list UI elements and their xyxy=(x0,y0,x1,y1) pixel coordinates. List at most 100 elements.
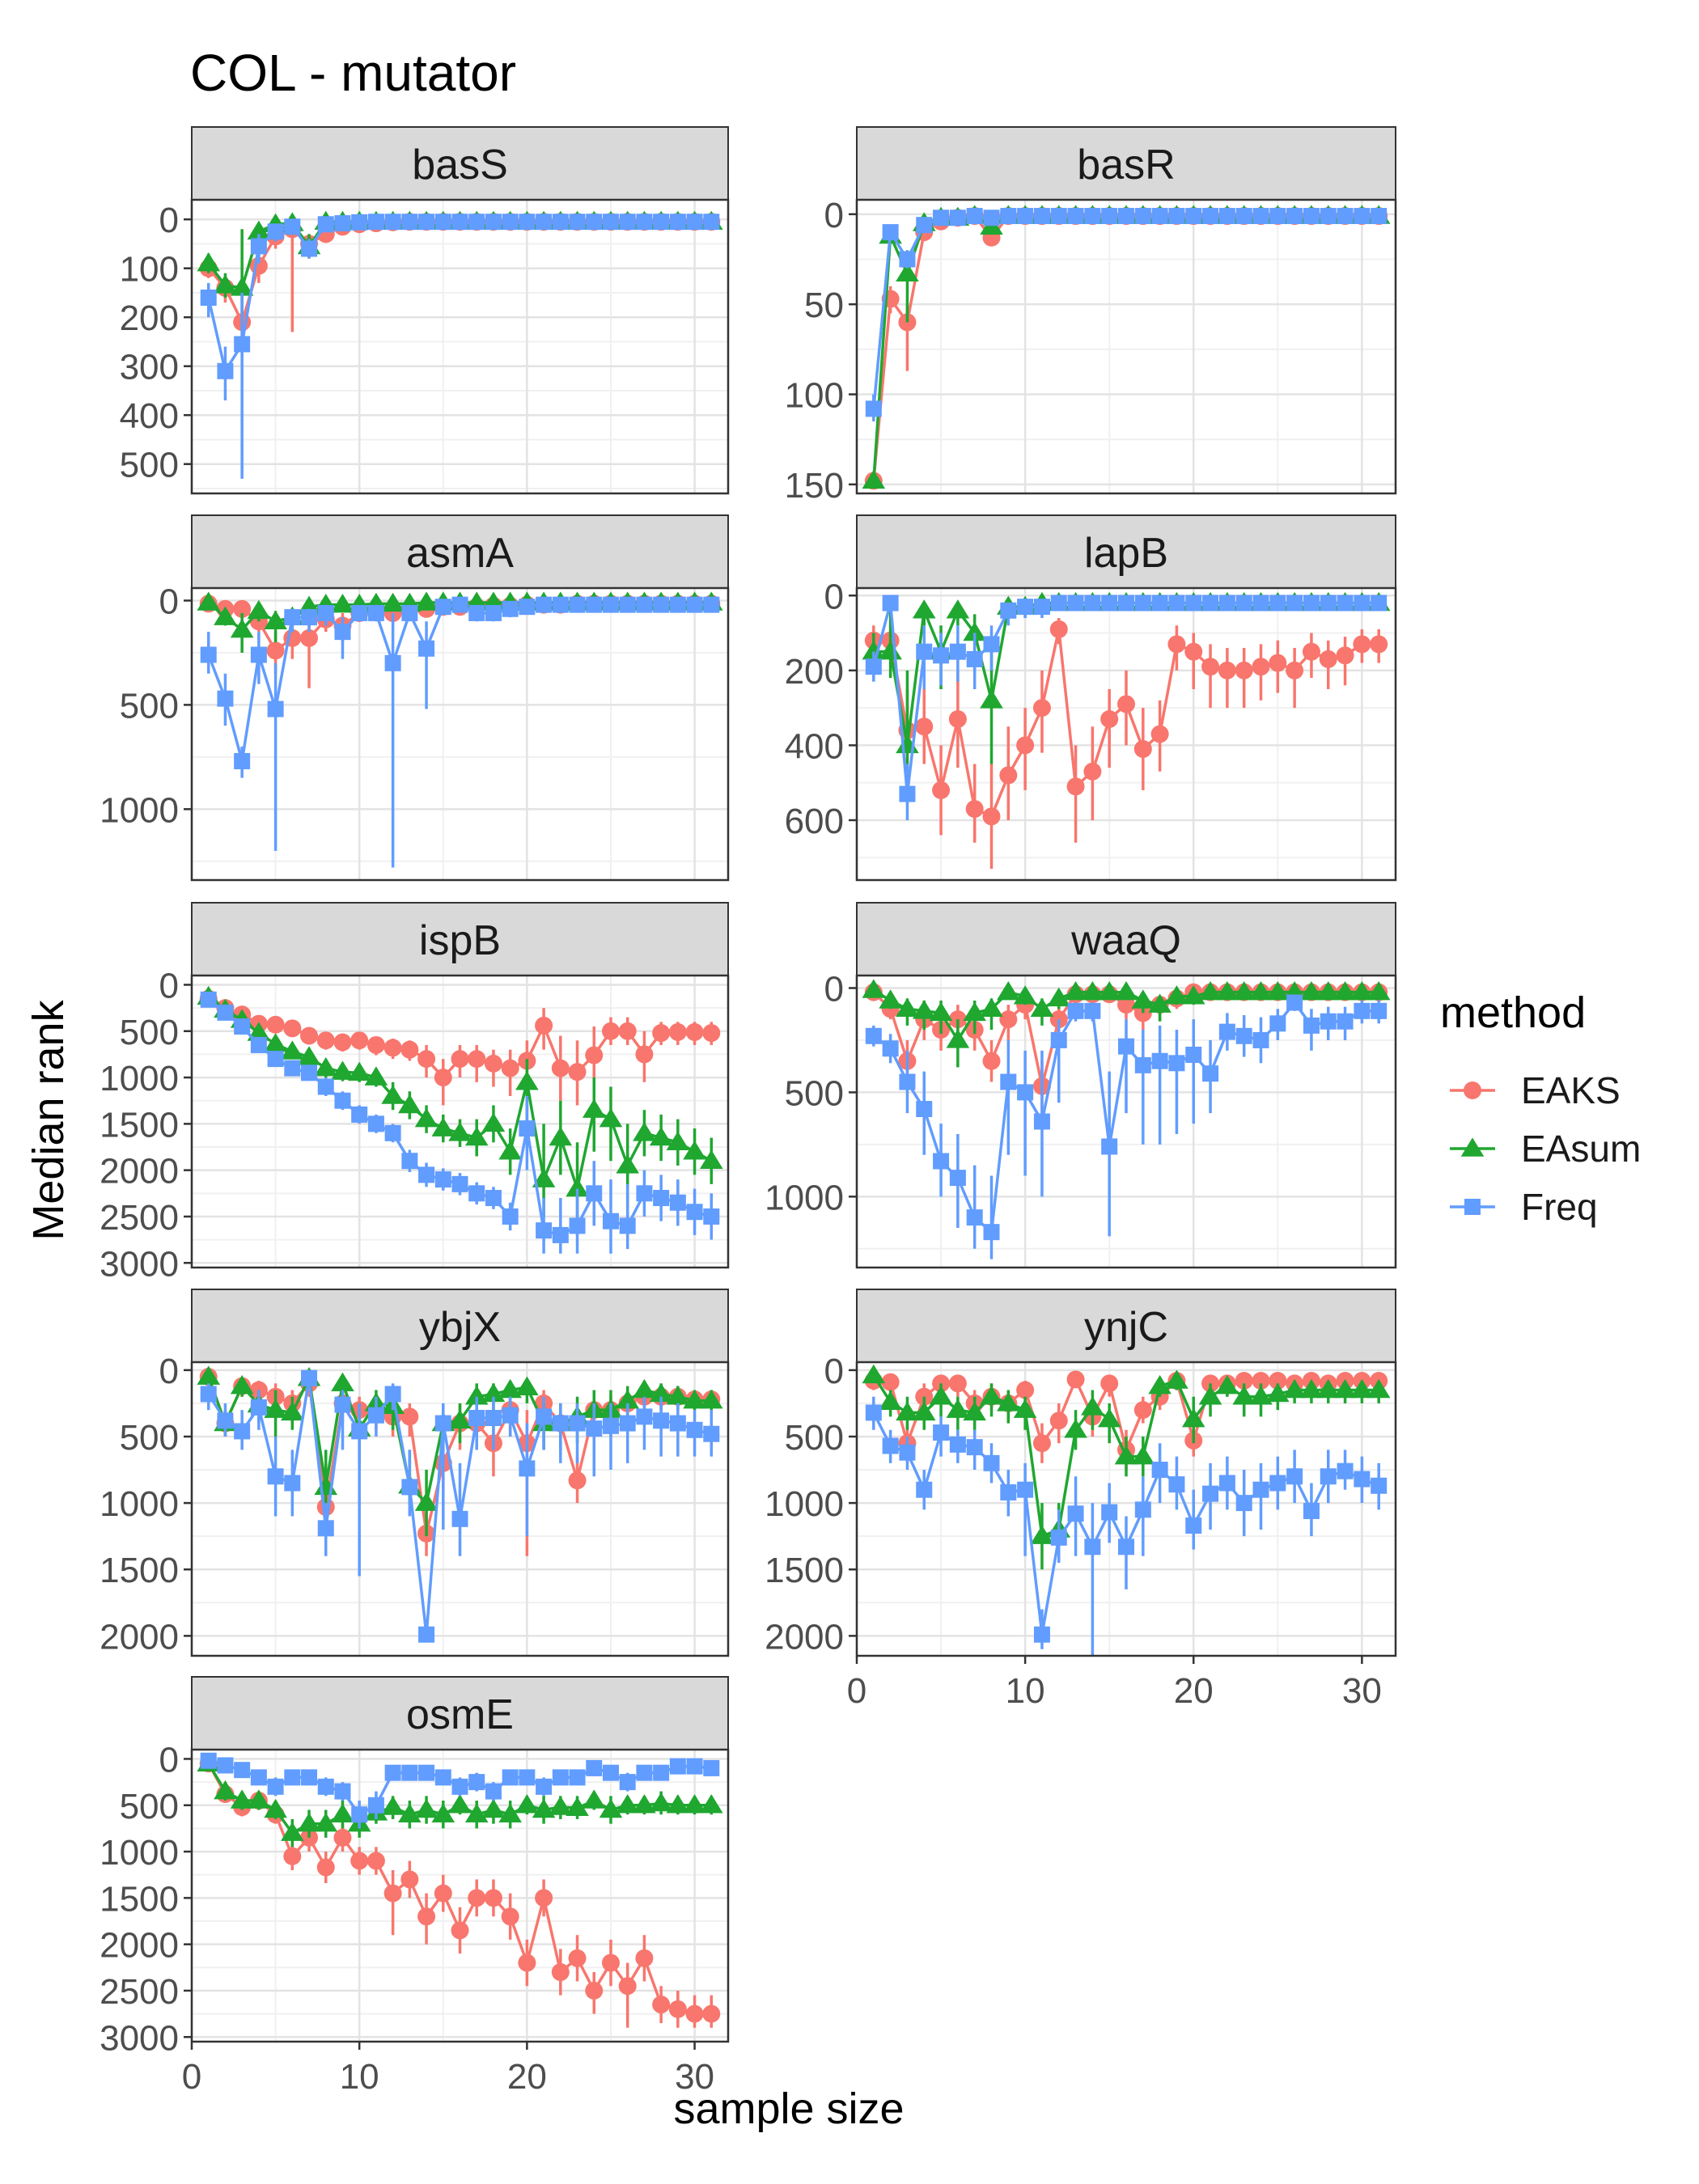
data-point xyxy=(582,1098,606,1118)
data-point xyxy=(932,781,951,799)
data-point xyxy=(636,214,653,231)
data-point xyxy=(468,1409,485,1426)
data-point xyxy=(381,1796,405,1815)
data-point xyxy=(1064,980,1087,1001)
data-point xyxy=(230,1789,254,1809)
data-point xyxy=(264,1399,287,1418)
data-point xyxy=(317,216,334,233)
data-point xyxy=(602,1213,619,1230)
data-point xyxy=(552,1415,569,1432)
data-point xyxy=(1232,1386,1256,1405)
data-point xyxy=(448,1794,472,1814)
data-point xyxy=(234,753,251,770)
data-point xyxy=(234,1762,251,1779)
data-point xyxy=(1235,1371,1253,1390)
data-point xyxy=(552,214,569,231)
data-point xyxy=(367,1797,384,1814)
data-point xyxy=(1100,1374,1119,1393)
data-point xyxy=(916,217,933,234)
data-point xyxy=(1320,595,1337,612)
data-point xyxy=(916,1481,933,1498)
data-point xyxy=(464,1386,489,1405)
data-point xyxy=(1185,1517,1202,1534)
strip-label-ynjC: ynjC xyxy=(1084,1304,1168,1351)
data-point xyxy=(879,1390,902,1411)
data-point xyxy=(1047,987,1071,1007)
panel-border-osmE xyxy=(190,1748,730,2043)
data-point xyxy=(1286,208,1303,225)
chart-title: COL - mutator xyxy=(190,44,516,102)
data-point xyxy=(1084,208,1101,225)
data-point xyxy=(301,1064,318,1081)
panel-border-basR xyxy=(855,198,1397,495)
data-point xyxy=(414,591,439,611)
data-point xyxy=(464,1126,489,1146)
data-point xyxy=(649,1126,673,1146)
data-point xyxy=(300,629,319,647)
data-point xyxy=(1218,595,1235,612)
data-point xyxy=(414,1107,439,1128)
y-tick-label: 0 xyxy=(159,966,179,1005)
data-point xyxy=(602,214,619,231)
data-point xyxy=(552,596,569,613)
strip-basS xyxy=(191,126,729,201)
data-point xyxy=(879,989,902,1009)
data-point xyxy=(566,1177,589,1197)
data-point xyxy=(653,1190,670,1207)
data-point xyxy=(882,1437,899,1454)
data-point xyxy=(536,214,553,231)
data-point xyxy=(301,1769,318,1786)
data-point xyxy=(1114,980,1138,1001)
x-axis-title: sample size xyxy=(673,2085,904,2133)
data-point xyxy=(297,1046,321,1065)
data-point xyxy=(980,997,1003,1018)
legend: method EAKS EAsum Freq xyxy=(1440,988,1641,1228)
data-point xyxy=(882,1040,899,1057)
data-point xyxy=(1097,1407,1121,1428)
data-point xyxy=(498,1803,522,1822)
panel-ybjX: ybjX 0 500 1000 1500 2000 xyxy=(100,1289,730,1657)
data-point xyxy=(1067,208,1084,225)
data-point xyxy=(549,1796,573,1815)
data-point xyxy=(485,214,502,231)
data-point xyxy=(468,1050,486,1069)
data-point xyxy=(314,1056,338,1077)
data-point xyxy=(347,1061,371,1081)
data-point xyxy=(997,980,1020,1001)
data-point xyxy=(586,1759,603,1776)
data-point xyxy=(586,214,603,231)
data-point xyxy=(1030,997,1054,1018)
y-tick-label: 150 xyxy=(785,466,844,506)
y-axis-title: Median rank xyxy=(24,999,73,1240)
data-point xyxy=(602,1764,619,1781)
strip-lapB xyxy=(856,514,1396,589)
data-point xyxy=(1320,1468,1337,1485)
data-point xyxy=(502,1208,519,1225)
data-point xyxy=(414,1798,439,1818)
data-point xyxy=(267,223,284,240)
data-point xyxy=(929,1386,953,1405)
data-point xyxy=(946,1029,970,1048)
data-point xyxy=(1299,980,1324,1001)
data-point xyxy=(316,1858,335,1877)
data-point xyxy=(532,1168,556,1187)
data-point xyxy=(1134,1056,1151,1073)
data-point xyxy=(636,1408,653,1425)
y-tick-label: 50 xyxy=(804,286,844,325)
data-point xyxy=(264,1033,287,1052)
data-point xyxy=(619,1217,636,1234)
data-point xyxy=(1333,980,1357,1001)
data-point xyxy=(384,1386,401,1403)
data-point xyxy=(933,210,950,226)
data-point xyxy=(317,1778,334,1795)
strip-ynjC xyxy=(856,1289,1396,1363)
strip-label-ispB: ispB xyxy=(419,917,501,964)
data-point xyxy=(1118,1539,1134,1555)
data-point xyxy=(267,700,284,717)
data-point xyxy=(331,1060,354,1080)
strip-label-lapB: lapB xyxy=(1084,530,1168,577)
data-point xyxy=(1148,993,1172,1013)
x-tick-label: 30 xyxy=(1342,1671,1382,1711)
data-point xyxy=(1286,661,1304,679)
y-tick-label: 200 xyxy=(785,652,844,692)
